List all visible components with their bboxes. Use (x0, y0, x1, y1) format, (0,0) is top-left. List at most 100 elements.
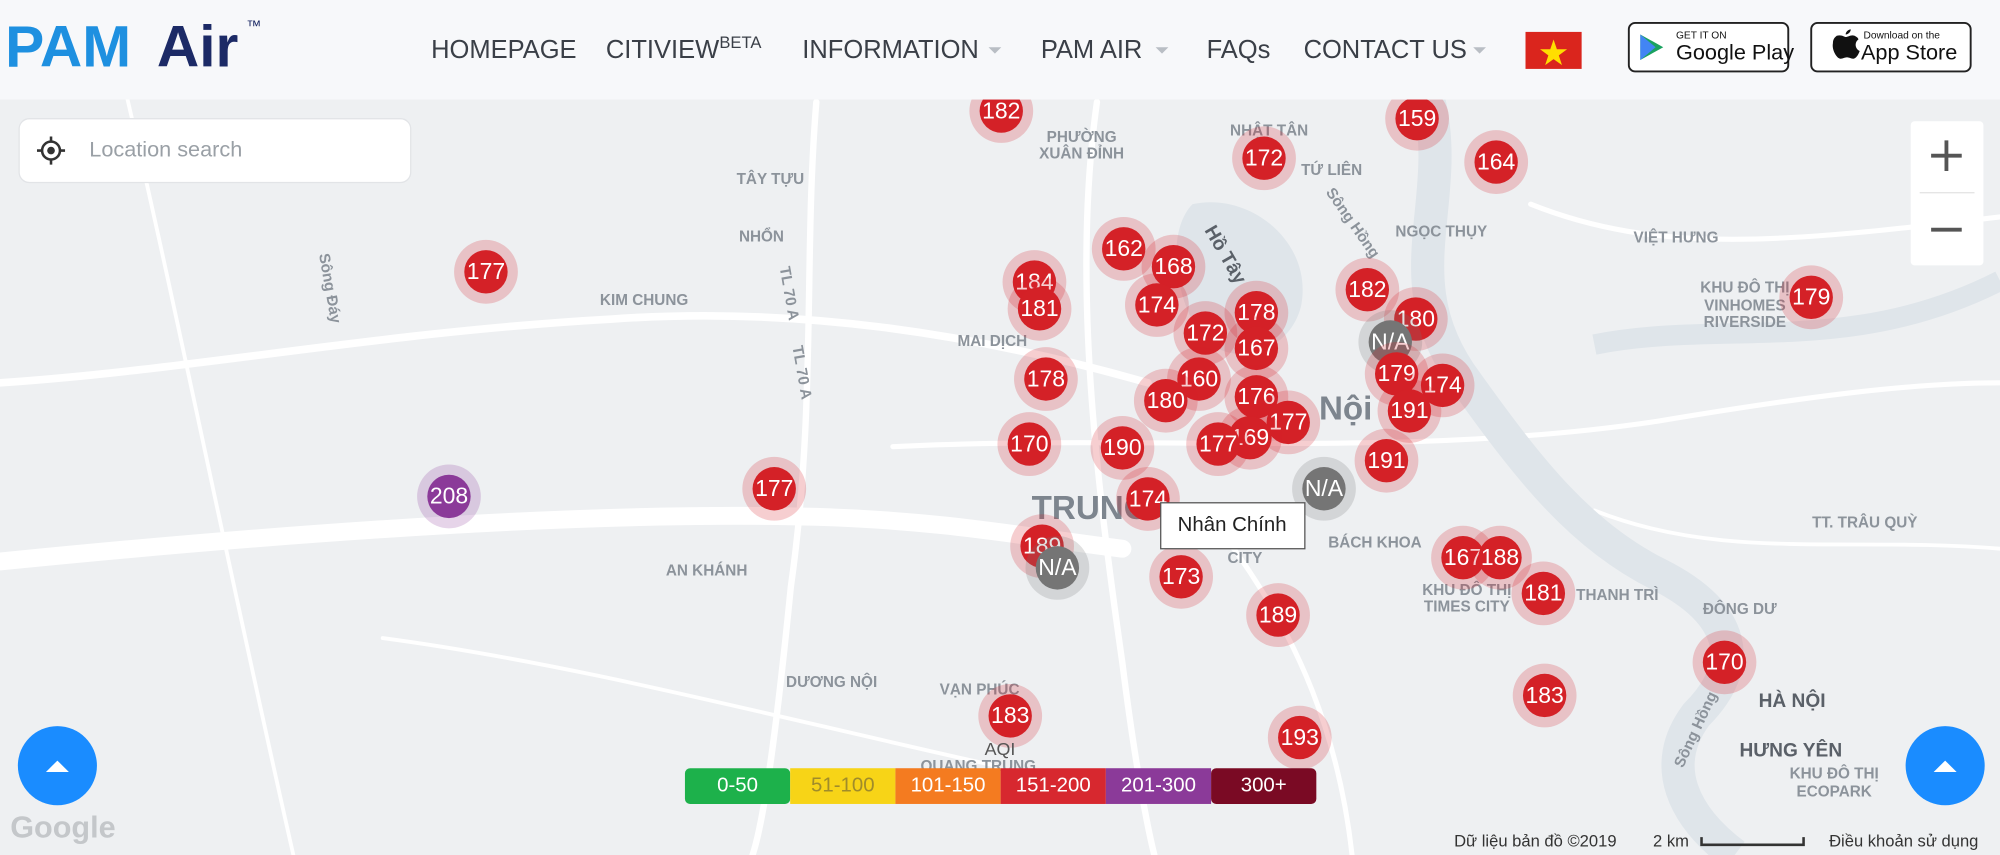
marker-dot[interactable] (1007, 422, 1052, 466)
search-placeholder[interactable]: Location search (89, 136, 242, 161)
marker-dot[interactable] (1302, 467, 1346, 511)
marker-dot[interactable] (1266, 400, 1310, 445)
aqi-marker[interactable]: 189 (1246, 583, 1310, 647)
marker-dot[interactable] (1159, 555, 1203, 599)
place-label: VẠN PHÚC (940, 680, 1020, 698)
marker-dot[interactable] (1234, 290, 1279, 335)
marker-dot[interactable] (1135, 283, 1179, 327)
aqi-marker[interactable]: 170 (997, 412, 1062, 476)
marker-dot[interactable] (464, 250, 508, 294)
marker-dot[interactable] (1126, 477, 1170, 521)
aqi-marker[interactable]: 177 (1256, 390, 1321, 455)
road (0, 506, 1132, 571)
zoom-in[interactable] (1931, 140, 1962, 171)
marker-dot[interactable] (1234, 375, 1279, 419)
marker-dot[interactable] (1024, 357, 1068, 401)
marker-dot[interactable] (1702, 640, 1747, 684)
aqi-marker[interactable]: 208 (417, 464, 481, 529)
aqi-marker[interactable]: 159 (1385, 86, 1449, 151)
aqi-marker[interactable]: N/A (1292, 456, 1356, 521)
marker-dot[interactable] (1017, 287, 1062, 331)
marker-dot[interactable] (1521, 571, 1566, 616)
marker-label: N/A (1371, 328, 1410, 354)
aqi-marker[interactable]: 172 (1173, 301, 1238, 365)
aqi-marker[interactable]: 181 (1511, 561, 1576, 626)
marker-dot[interactable] (1375, 352, 1419, 396)
marker-dot[interactable] (427, 474, 471, 519)
marker-dot[interactable] (1364, 438, 1409, 483)
marker-dot[interactable] (1183, 311, 1228, 355)
aqi-marker[interactable]: 173 (1149, 544, 1214, 609)
nav-item[interactable]: PAM AIR (1041, 36, 1143, 64)
search-box[interactable] (18, 118, 412, 184)
marker-dot[interactable] (1256, 593, 1300, 637)
marker-dot[interactable] (1196, 422, 1240, 466)
aqi-marker[interactable]: 167 (1431, 525, 1495, 590)
aqi-marker[interactable]: 179 (1779, 265, 1844, 330)
aqi-marker[interactable]: 177 (742, 456, 807, 521)
aqi-marker[interactable]: 162 (1091, 216, 1156, 281)
place-label: KHU ĐÔ THỊ (1700, 278, 1789, 296)
aqi-marker[interactable]: 183 (1512, 663, 1577, 728)
aqi-marker[interactable]: 168 (1141, 234, 1206, 299)
aqi-marker[interactable]: 177 (454, 239, 518, 304)
nav-item[interactable]: CONTACT US (1304, 36, 1467, 64)
roads (0, 97, 2000, 855)
app-store-button[interactable] (1810, 22, 1972, 73)
marker-dot[interactable] (1478, 535, 1522, 580)
aqi-marker[interactable]: 190 (1090, 416, 1155, 480)
google-play-button[interactable] (1627, 22, 1790, 73)
marker-dot[interactable] (988, 694, 1032, 738)
marker-dot[interactable] (1420, 363, 1465, 408)
marker-dot[interactable] (752, 467, 796, 511)
marker-label: 191 (1390, 397, 1428, 423)
marker-dot[interactable] (1395, 96, 1439, 141)
marker-dot[interactable] (1789, 275, 1833, 320)
nav-item[interactable]: CITIVIEW (606, 36, 719, 64)
aqi-marker[interactable]: 191 (1354, 428, 1419, 493)
marker-dot[interactable] (1234, 326, 1279, 371)
nav-item[interactable]: HOMEPAGE (431, 36, 576, 64)
road (125, 97, 296, 855)
logo-air[interactable]: Air (157, 15, 238, 80)
aqi-marker[interactable]: 181 (1007, 276, 1072, 341)
aqi-marker[interactable]: 167 (1224, 316, 1289, 381)
marker-dot[interactable] (1242, 136, 1286, 180)
aqi-marker[interactable]: 164 (1464, 130, 1529, 194)
marker-dot[interactable] (1144, 379, 1188, 423)
marker-dot[interactable] (1345, 267, 1390, 312)
marker-dot[interactable] (1441, 535, 1485, 580)
marker-dot[interactable] (979, 89, 1023, 133)
marker-dot[interactable] (1522, 673, 1567, 718)
aqi-marker[interactable]: 178 (1224, 280, 1289, 345)
marker-dot[interactable] (1035, 546, 1080, 590)
terms[interactable]: Điều khoản sử dụng (1829, 832, 1978, 851)
marker-dot[interactable] (1151, 245, 1196, 289)
aqi-marker[interactable]: 180 (1133, 368, 1198, 433)
aqi-marker[interactable]: 177 (1186, 412, 1250, 476)
aqi-marker[interactable]: 178 (1014, 347, 1078, 411)
marker-dot[interactable] (1102, 227, 1146, 271)
aqi-marker[interactable]: 182 (1335, 257, 1400, 322)
aqi-marker[interactable]: 188 (1468, 525, 1532, 590)
aqi-marker[interactable]: 172 (1232, 126, 1296, 191)
marker-dot[interactable] (1387, 389, 1432, 433)
logo-pam[interactable]: PAM (5, 15, 131, 80)
marker-dot[interactable] (1177, 357, 1221, 401)
aqi-marker[interactable]: 191 (1377, 379, 1442, 443)
legend-label: 151-200 (1016, 774, 1091, 796)
marker-dot[interactable] (1278, 715, 1322, 760)
marker-dot[interactable] (1100, 426, 1145, 470)
marker-label: 177 (1269, 409, 1307, 435)
marker-label: 160 (1180, 365, 1218, 391)
marker-dot[interactable] (1474, 140, 1518, 184)
aqi-marker[interactable]: 174 (1125, 273, 1189, 337)
aqi-marker[interactable]: 170 (1692, 630, 1757, 695)
nav-item[interactable]: FAQs (1207, 36, 1271, 64)
legend-swatch (1000, 768, 1106, 804)
aqi-marker[interactable]: 193 (1267, 705, 1332, 770)
aqi-marker[interactable]: 183 (978, 684, 1043, 748)
nav-item[interactable]: INFORMATION (802, 36, 979, 64)
aqi-marker[interactable]: N/A (1025, 535, 1090, 600)
